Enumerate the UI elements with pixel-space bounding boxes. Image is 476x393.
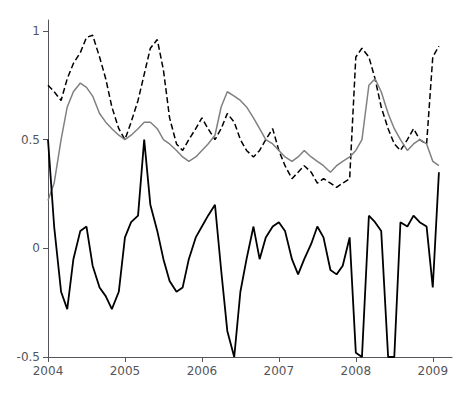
svg-text:0.5: 0.5 bbox=[21, 133, 40, 147]
svg-text:-0.5: -0.5 bbox=[17, 350, 40, 364]
svg-text:2008: 2008 bbox=[341, 364, 372, 378]
svg-text:2009: 2009 bbox=[417, 364, 448, 378]
svg-text:2006: 2006 bbox=[187, 364, 218, 378]
svg-text:1: 1 bbox=[32, 24, 40, 38]
svg-text:2007: 2007 bbox=[264, 364, 295, 378]
svg-text:0: 0 bbox=[32, 241, 40, 255]
svg-text:2004: 2004 bbox=[33, 364, 64, 378]
svg-text:2005: 2005 bbox=[110, 364, 141, 378]
